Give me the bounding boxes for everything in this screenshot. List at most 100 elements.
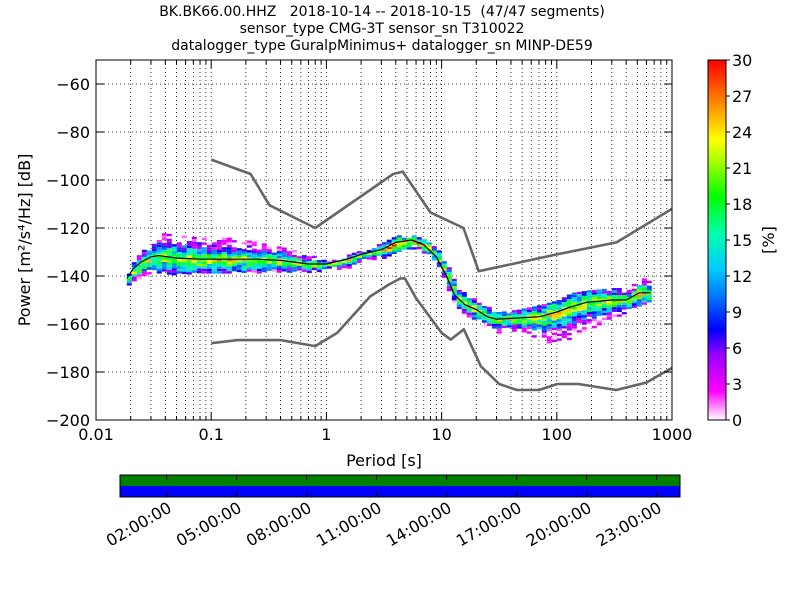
density-cell (221, 261, 227, 264)
density-cell (611, 309, 617, 312)
density-cell (156, 240, 162, 243)
density-cell (316, 269, 322, 273)
density-cell (221, 242, 227, 245)
density-cell (141, 264, 147, 267)
density-cell (591, 299, 597, 302)
coverage-bar (119, 474, 681, 498)
density-cell (566, 320, 572, 324)
density-cell (411, 247, 417, 250)
density-cell (596, 308, 602, 311)
coverage-tick-label: 17:00:00 (453, 498, 525, 550)
density-cell (216, 266, 222, 269)
density-cell (231, 266, 237, 269)
density-cell (251, 265, 257, 268)
density-cell (481, 325, 487, 328)
density-cell (346, 264, 352, 267)
density-cell (191, 244, 197, 247)
density-cell (546, 307, 552, 310)
density-cell (141, 261, 147, 265)
density-cell (571, 309, 577, 312)
density-cell (526, 312, 532, 315)
density-cell (426, 251, 432, 255)
density-cell (621, 300, 627, 303)
density-cell (221, 237, 227, 240)
density-cell (461, 301, 467, 305)
density-cell (616, 304, 622, 308)
density-cell (436, 260, 442, 263)
density-cell (446, 284, 452, 287)
density-cell (346, 261, 352, 264)
density-cell (251, 251, 257, 254)
density-cell (301, 257, 307, 260)
plot-frame (95, 59, 673, 421)
density-cell (231, 252, 237, 255)
density-cell (581, 327, 587, 330)
density-cell (261, 260, 267, 263)
density-cell (206, 264, 212, 267)
density-cell (491, 314, 497, 317)
density-cell (246, 245, 252, 248)
density-cell (181, 254, 187, 258)
density-cell (601, 310, 607, 313)
density-cell (591, 297, 597, 300)
density-cell (201, 256, 207, 260)
density-cell (351, 257, 357, 260)
density-cell (286, 253, 292, 256)
density-cell (641, 288, 647, 291)
density-cell (266, 263, 272, 266)
density-cell (646, 295, 652, 298)
density-cell (561, 299, 567, 303)
density-cell (646, 288, 652, 291)
density-cell (516, 309, 522, 312)
density-cell (201, 237, 207, 240)
density-cell (266, 254, 272, 257)
density-cell (131, 269, 137, 272)
density-cell (191, 239, 197, 242)
density-cell (596, 318, 602, 321)
density-cell (311, 255, 317, 259)
density-cell (546, 341, 552, 344)
density-cell (196, 270, 202, 274)
density-cell (281, 254, 287, 258)
density-cell (161, 242, 167, 246)
density-cell (521, 313, 527, 316)
density-cell (386, 246, 392, 250)
density-cell (256, 268, 262, 272)
density-cell (421, 248, 427, 252)
density-cell (576, 330, 582, 333)
density-cell (191, 268, 197, 271)
density-cell (151, 263, 157, 266)
density-cell (146, 264, 152, 268)
density-cell (571, 314, 577, 317)
density-cell (541, 308, 547, 312)
density-cell (441, 265, 447, 269)
density-cell (226, 242, 232, 245)
density-cell (316, 267, 322, 270)
density-cell (571, 306, 577, 310)
density-cell (186, 269, 192, 273)
y-tick-label: −200 (46, 411, 90, 430)
density-cell (581, 312, 587, 316)
density-cell (201, 261, 207, 264)
density-cell (621, 302, 627, 305)
density-cell (441, 261, 447, 264)
density-cell (521, 332, 527, 335)
density-cell (456, 306, 462, 310)
density-cell (211, 249, 217, 252)
density-cell (561, 316, 567, 319)
density-cell (516, 321, 522, 324)
density-cell (636, 285, 642, 288)
density-cell (256, 264, 262, 267)
density-cell (526, 324, 532, 327)
y-tick-label: −140 (46, 267, 90, 286)
density-cell (351, 262, 357, 265)
density-cell (571, 318, 577, 322)
density-cell (166, 233, 172, 237)
density-cell (406, 244, 412, 248)
density-cell (376, 253, 382, 256)
density-cell (191, 253, 197, 256)
density-cell (456, 301, 462, 305)
density-cell (131, 274, 137, 277)
density-cell (251, 253, 257, 256)
colorbar-tick-label: 3 (732, 375, 742, 394)
